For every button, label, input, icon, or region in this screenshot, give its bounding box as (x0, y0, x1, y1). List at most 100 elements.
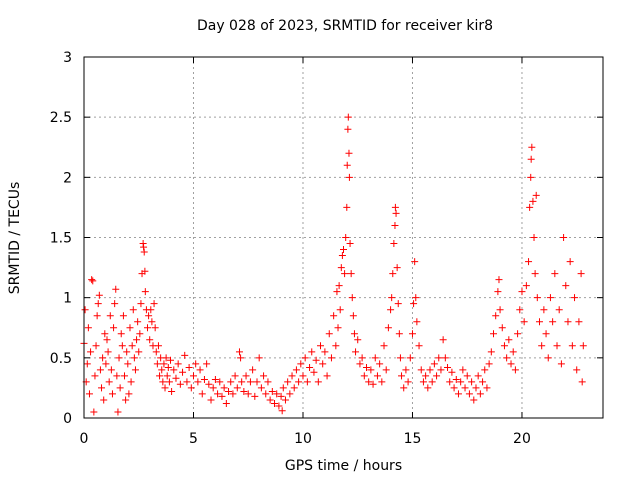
data-point (435, 354, 443, 362)
data-point (343, 161, 351, 169)
data-point (578, 378, 586, 386)
data-point (376, 360, 384, 368)
data-point (527, 173, 535, 181)
data-point (422, 372, 430, 380)
data-point (91, 372, 99, 380)
data-point (511, 366, 519, 374)
data-point (496, 306, 504, 314)
data-point (404, 378, 412, 386)
data-point (266, 396, 274, 404)
data-point (346, 240, 354, 248)
data-point (167, 356, 174, 364)
data-point (104, 348, 112, 356)
data-point (553, 342, 561, 350)
data-point (450, 384, 458, 392)
data-point (106, 312, 114, 320)
data-point (411, 258, 419, 266)
data-point (251, 392, 259, 400)
data-point (179, 368, 187, 376)
data-point (527, 155, 535, 163)
data-point (396, 354, 404, 362)
data-point (398, 372, 406, 380)
data-point (344, 125, 352, 133)
data-point (441, 354, 449, 362)
data-point (518, 288, 526, 296)
data-point (378, 378, 386, 386)
data-point (538, 342, 546, 350)
data-point (133, 336, 141, 344)
data-point (349, 312, 357, 320)
data-point (200, 375, 208, 383)
data-point (129, 306, 137, 314)
data-point (392, 209, 400, 217)
data-point (314, 378, 322, 386)
data-point (181, 351, 189, 359)
data-point (417, 366, 425, 374)
data-point (389, 270, 397, 278)
data-point (146, 336, 154, 344)
data-point (520, 318, 528, 326)
data-point (387, 306, 395, 314)
data-point (93, 312, 101, 320)
data-point (144, 324, 152, 332)
data-point (341, 270, 349, 278)
data-point (498, 324, 506, 332)
data-point (507, 360, 515, 368)
data-point (101, 330, 109, 338)
data-point (472, 384, 480, 392)
data-point (89, 277, 97, 285)
data-point (268, 388, 276, 396)
data-point (114, 408, 122, 416)
data-point (532, 191, 540, 199)
data-point (551, 270, 559, 278)
data-point (172, 374, 180, 382)
data-point (474, 372, 482, 380)
data-point (577, 270, 585, 278)
x-tick-label: 10 (294, 431, 312, 447)
data-point (362, 363, 370, 371)
data-point (154, 342, 162, 350)
data-point (284, 378, 292, 386)
data-point (134, 318, 142, 326)
data-point (278, 407, 286, 415)
data-point (342, 234, 350, 241)
data-point (152, 348, 160, 356)
data-point (153, 360, 161, 368)
data-point (277, 392, 285, 400)
data-point (395, 330, 403, 338)
data-point (244, 390, 252, 398)
data-point (336, 306, 344, 314)
data-point (240, 388, 248, 396)
data-point (118, 342, 126, 350)
data-point (360, 372, 368, 380)
data-point (571, 294, 579, 302)
data-point (308, 348, 316, 356)
data-point (410, 300, 418, 308)
data-point (127, 378, 135, 386)
data-point (337, 264, 345, 272)
y-tick-label: 0 (63, 411, 72, 427)
data-point (373, 372, 381, 380)
data-point (121, 372, 129, 380)
data-point (525, 258, 533, 266)
data-point (253, 378, 261, 386)
data-point (88, 276, 96, 284)
data-point (117, 330, 125, 338)
data-point (340, 246, 347, 254)
data-point (528, 143, 536, 151)
data-point (332, 342, 340, 350)
data-point (408, 330, 416, 338)
y-tick-label: 1.5 (50, 231, 72, 247)
data-point (437, 366, 445, 374)
data-point (317, 342, 325, 350)
data-point (393, 264, 401, 272)
data-point (494, 288, 502, 296)
data-point (87, 348, 95, 356)
data-point (531, 270, 539, 278)
data-point (151, 324, 159, 332)
data-point (105, 378, 113, 386)
data-point (446, 378, 454, 386)
data-point (196, 366, 204, 374)
data-point (562, 282, 570, 290)
